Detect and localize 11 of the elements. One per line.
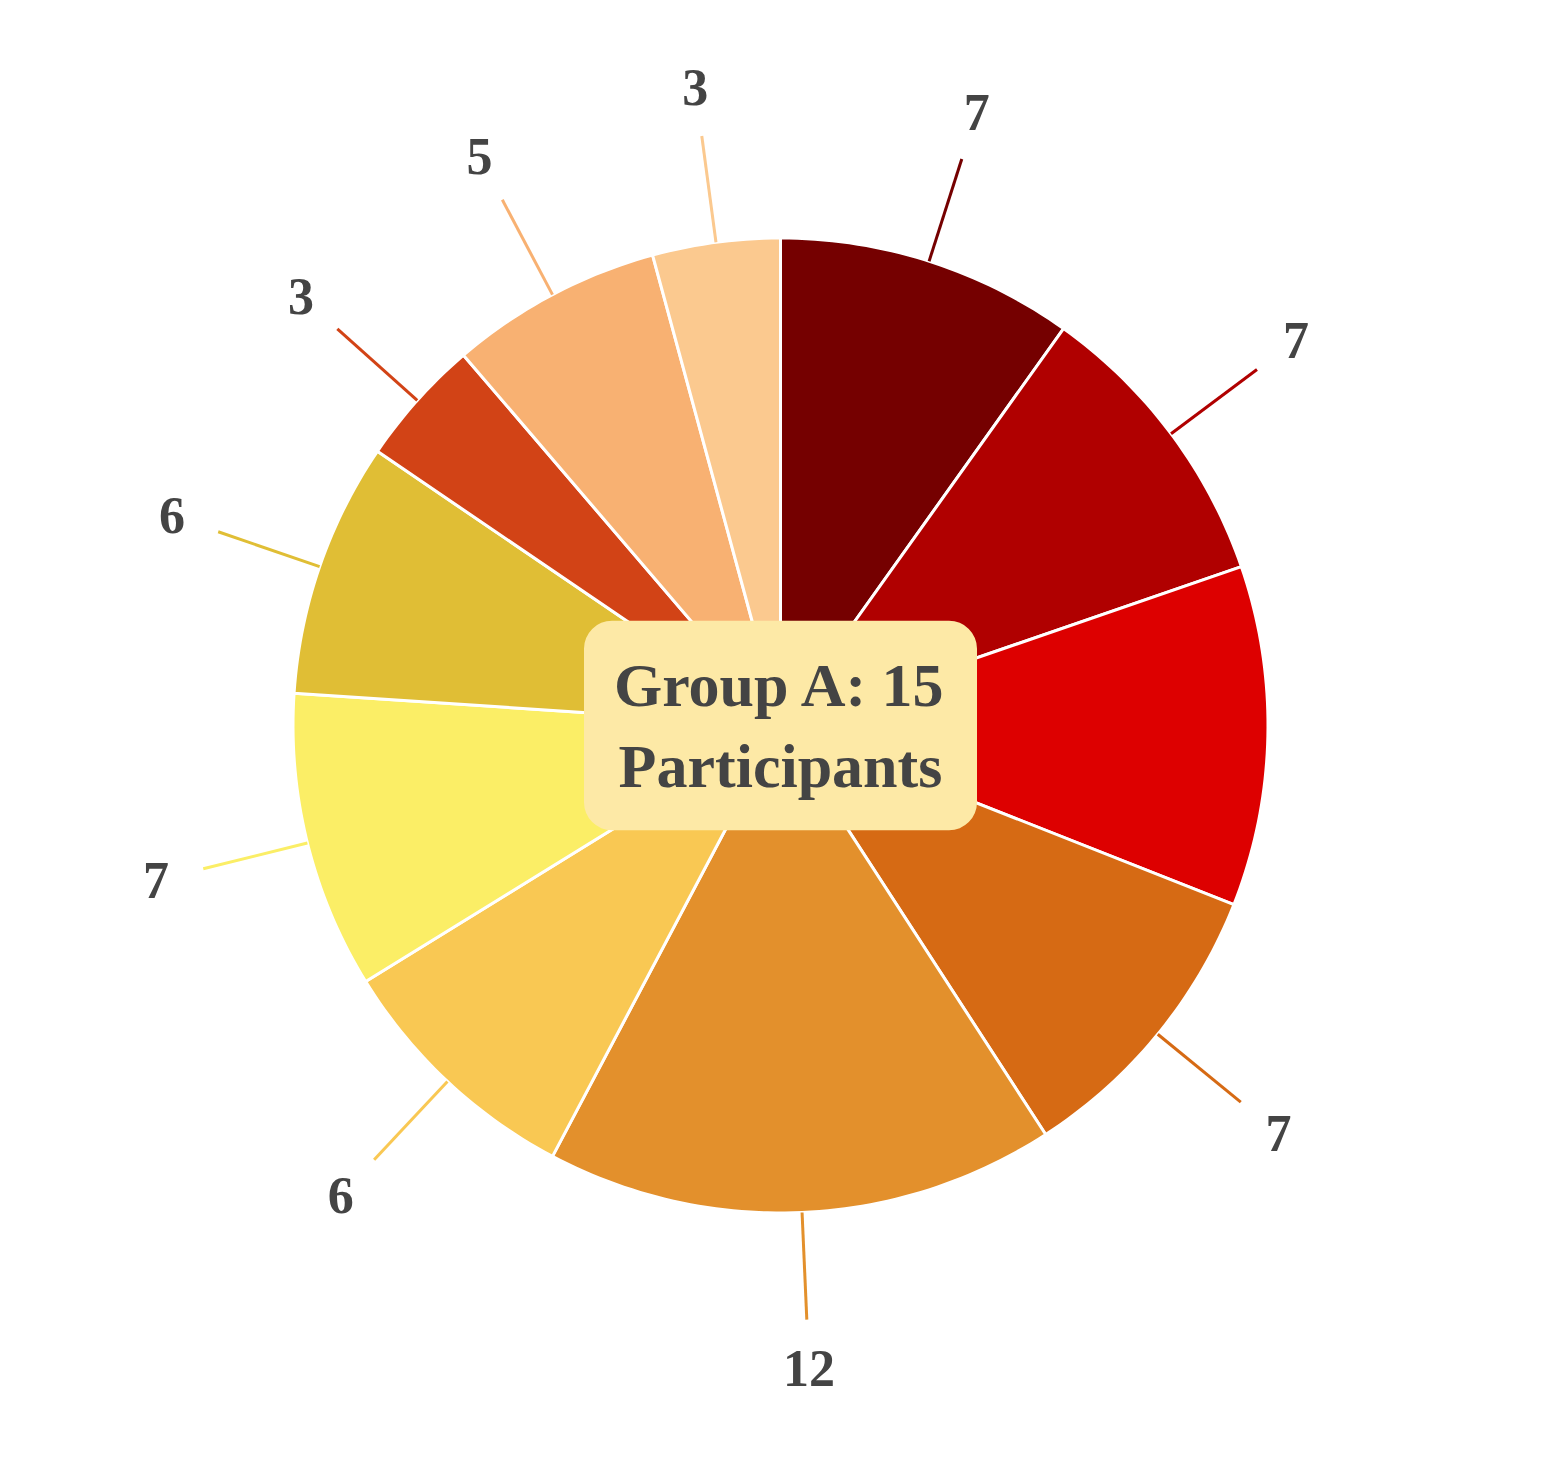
data-label: 7 (1283, 311, 1310, 369)
data-label: 7 (142, 852, 169, 910)
data-label: 7 (1265, 1104, 1292, 1162)
data-label: 7 (963, 84, 990, 142)
data-label: 3 (682, 59, 709, 117)
data-label: 12 (782, 1339, 835, 1397)
data-label: 6 (159, 487, 186, 545)
text: Group A: 15 Participants (614, 650, 944, 801)
data-label: 3 (288, 267, 315, 325)
data-label: 5 (466, 128, 493, 186)
data-label: 6 (327, 1166, 354, 1224)
